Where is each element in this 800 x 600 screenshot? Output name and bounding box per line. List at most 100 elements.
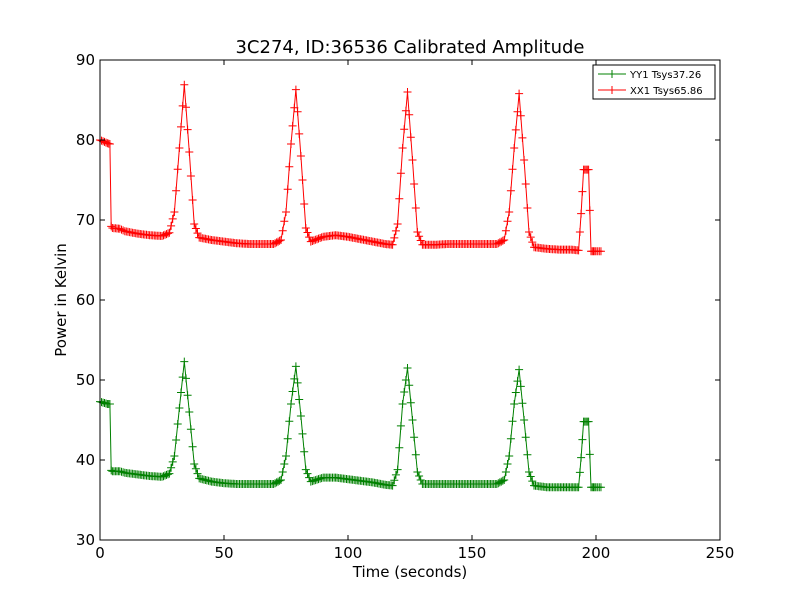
data-point — [185, 148, 194, 156]
data-point — [408, 156, 417, 164]
data-point — [165, 228, 174, 237]
data-point — [395, 194, 404, 203]
data-point — [167, 463, 176, 472]
data-point — [500, 476, 509, 484]
data-point — [578, 435, 587, 444]
data-point — [575, 468, 584, 477]
data-point — [503, 217, 512, 226]
data-point — [513, 107, 522, 116]
data-point — [521, 180, 530, 188]
data-point — [511, 388, 520, 397]
data-point — [411, 204, 420, 212]
legend-label-yy1: YY1 Tsys37.26 — [629, 70, 701, 81]
data-point — [405, 110, 414, 119]
data-point — [193, 469, 202, 478]
x-tick-label: 100 — [334, 544, 363, 562]
data-point — [501, 226, 510, 235]
data-point — [303, 469, 312, 478]
data-point — [296, 152, 305, 160]
data-point — [413, 468, 422, 476]
series-0 — [96, 357, 605, 492]
x-tick-label: 150 — [458, 544, 487, 562]
data-point — [280, 460, 289, 468]
data-point — [401, 376, 410, 384]
data-point — [168, 457, 177, 466]
data-point — [413, 228, 422, 236]
data-point — [282, 208, 290, 216]
data-point — [290, 374, 299, 383]
data-point — [410, 433, 419, 442]
plot-area — [96, 80, 605, 492]
data-point — [405, 381, 414, 390]
data-point — [526, 472, 535, 481]
data-point — [523, 204, 532, 212]
data-point — [293, 378, 302, 387]
data-point — [170, 452, 179, 460]
data-point — [411, 450, 420, 459]
data-point — [520, 416, 529, 424]
data-point — [513, 377, 522, 386]
data-point — [528, 477, 537, 486]
data-point — [516, 111, 525, 120]
legend-marker — [608, 70, 616, 78]
data-point — [183, 391, 192, 400]
data-point — [301, 224, 310, 232]
data-point — [596, 247, 605, 256]
data-point — [188, 442, 197, 451]
data-point — [186, 172, 195, 180]
data-point — [275, 476, 284, 485]
data-point — [170, 208, 179, 216]
legend-box — [592, 64, 716, 100]
data-point — [287, 140, 295, 148]
data-point — [178, 101, 187, 110]
data-point — [395, 443, 404, 452]
data-point — [525, 228, 533, 236]
x-tick-label: 0 — [95, 544, 105, 562]
data-point — [175, 144, 184, 152]
data-point — [280, 217, 289, 226]
data-point — [295, 395, 304, 404]
data-point — [191, 464, 200, 473]
data-point — [180, 80, 189, 89]
data-point — [182, 374, 190, 383]
data-point — [575, 228, 584, 236]
data-point — [523, 450, 532, 459]
data-point — [577, 453, 586, 462]
data-point — [515, 365, 524, 374]
legend-label-xx1: XX1 Tsys65.86 — [630, 86, 703, 97]
data-point — [173, 420, 182, 428]
data-point — [175, 404, 184, 412]
data-point — [295, 129, 304, 138]
data-point — [415, 232, 424, 241]
data-point — [172, 186, 181, 195]
data-point — [584, 165, 593, 174]
data-point — [117, 467, 126, 476]
data-point — [391, 226, 400, 235]
data-point — [398, 400, 407, 408]
data-point — [278, 226, 287, 235]
data-point — [390, 233, 399, 242]
data-point — [188, 196, 197, 204]
data-point — [285, 417, 294, 426]
data-point — [526, 233, 535, 242]
data-point — [393, 220, 402, 228]
y-tick-label: 50 — [76, 371, 95, 389]
data-point — [300, 447, 309, 456]
data-point — [293, 107, 302, 116]
y-tick-label: 40 — [76, 451, 95, 469]
data-point — [185, 408, 194, 416]
data-point — [305, 233, 314, 242]
data-point — [396, 169, 405, 178]
data-point — [584, 417, 593, 426]
data-point — [403, 364, 412, 372]
data-point — [288, 387, 297, 396]
data-point — [388, 240, 397, 249]
data-point — [278, 468, 287, 476]
data-point — [275, 236, 284, 245]
data-point — [183, 125, 192, 134]
data-point — [282, 452, 290, 460]
data-point — [596, 483, 605, 492]
data-point — [508, 417, 517, 426]
